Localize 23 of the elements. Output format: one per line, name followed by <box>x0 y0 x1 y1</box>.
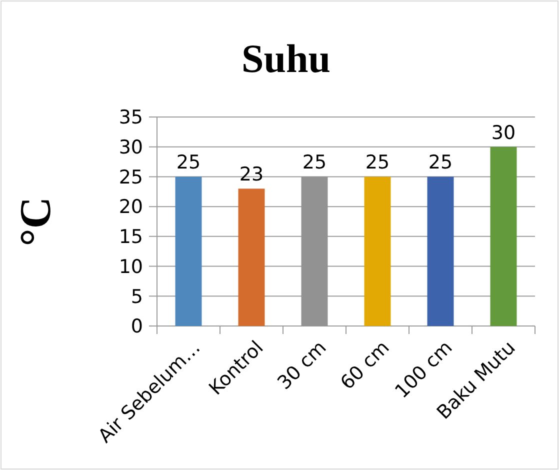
y-tick-label: 35 <box>118 106 143 129</box>
data-label: 25 <box>302 152 327 174</box>
y-tick-label: 30 <box>118 136 143 159</box>
y-tick-label: 5 <box>130 286 143 308</box>
x-tick-label: 30 cm <box>273 336 331 394</box>
data-label: 25 <box>365 152 390 174</box>
y-tick-label: 0 <box>130 316 143 338</box>
y-tick-label: 20 <box>118 196 143 218</box>
y-axis-title: °C <box>11 196 60 246</box>
chart-title: Suhu <box>242 36 330 81</box>
data-label: 25 <box>176 152 201 174</box>
data-label: 25 <box>428 152 453 174</box>
bar <box>427 176 454 326</box>
y-tick-label: 10 <box>118 256 143 278</box>
data-label: 30 <box>491 122 516 144</box>
bar <box>364 176 391 326</box>
bar <box>238 188 265 326</box>
data-label: 23 <box>239 164 264 186</box>
x-tick-label: 60 cm <box>336 336 394 394</box>
y-tick-label: 25 <box>118 166 143 188</box>
y-tick-label: 15 <box>118 226 143 248</box>
bar <box>490 146 517 326</box>
bar <box>175 176 202 326</box>
